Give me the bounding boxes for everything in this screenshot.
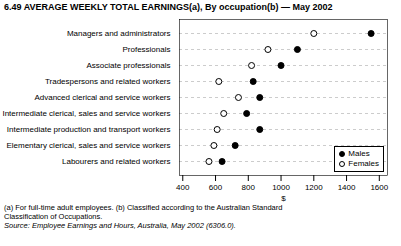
- svg-text:Associate professionals: Associate professionals: [86, 61, 170, 70]
- html-text:Source: Employee Earnings and: Source: Employee Earnings and Hours, Aus…: [4, 221, 236, 230]
- svg-text:1000: 1000: [272, 183, 290, 192]
- html-text:Males: Males: [348, 149, 370, 158]
- svg-text:Professionals: Professionals: [122, 45, 170, 54]
- html-text:(a) For full-time adult employ: (a) For full-time adult employees. (b) C…: [4, 203, 283, 212]
- svg-text:600: 600: [209, 183, 223, 192]
- svg-text:1400: 1400: [338, 183, 356, 192]
- svg-text:400: 400: [176, 183, 190, 192]
- svg-text:Elementary clerical, sales and: Elementary clerical, sales and service w…: [6, 141, 170, 150]
- svg-text:Intermediate clerical, sales a: Intermediate clerical, sales and service…: [2, 109, 170, 118]
- svg-text:Tradespersons and related work: Tradespersons and related workers: [45, 77, 171, 86]
- svg-text:$: $: [281, 194, 286, 203]
- html-text:6.49 AVERAGE WEEKLY TOTAL EARN: 6.49 AVERAGE WEEKLY TOTAL EARNINGS(a), B…: [4, 2, 333, 12]
- svg-text:Advanced clerical and service: Advanced clerical and service workers: [34, 93, 170, 102]
- svg-text:Intermediate production and tr: Intermediate production and transport wo…: [7, 125, 171, 134]
- html-text:Classification of Occupations.: Classification of Occupations.: [4, 212, 103, 221]
- svg-text:800: 800: [242, 183, 256, 192]
- svg-text:Labourers and related workers: Labourers and related workers: [62, 157, 171, 166]
- html-text:Females: Females: [348, 159, 379, 168]
- svg-text:1200: 1200: [305, 183, 323, 192]
- svg-text:1600: 1600: [370, 183, 388, 192]
- svg-text:Managers and administrators: Managers and administrators: [67, 29, 171, 38]
